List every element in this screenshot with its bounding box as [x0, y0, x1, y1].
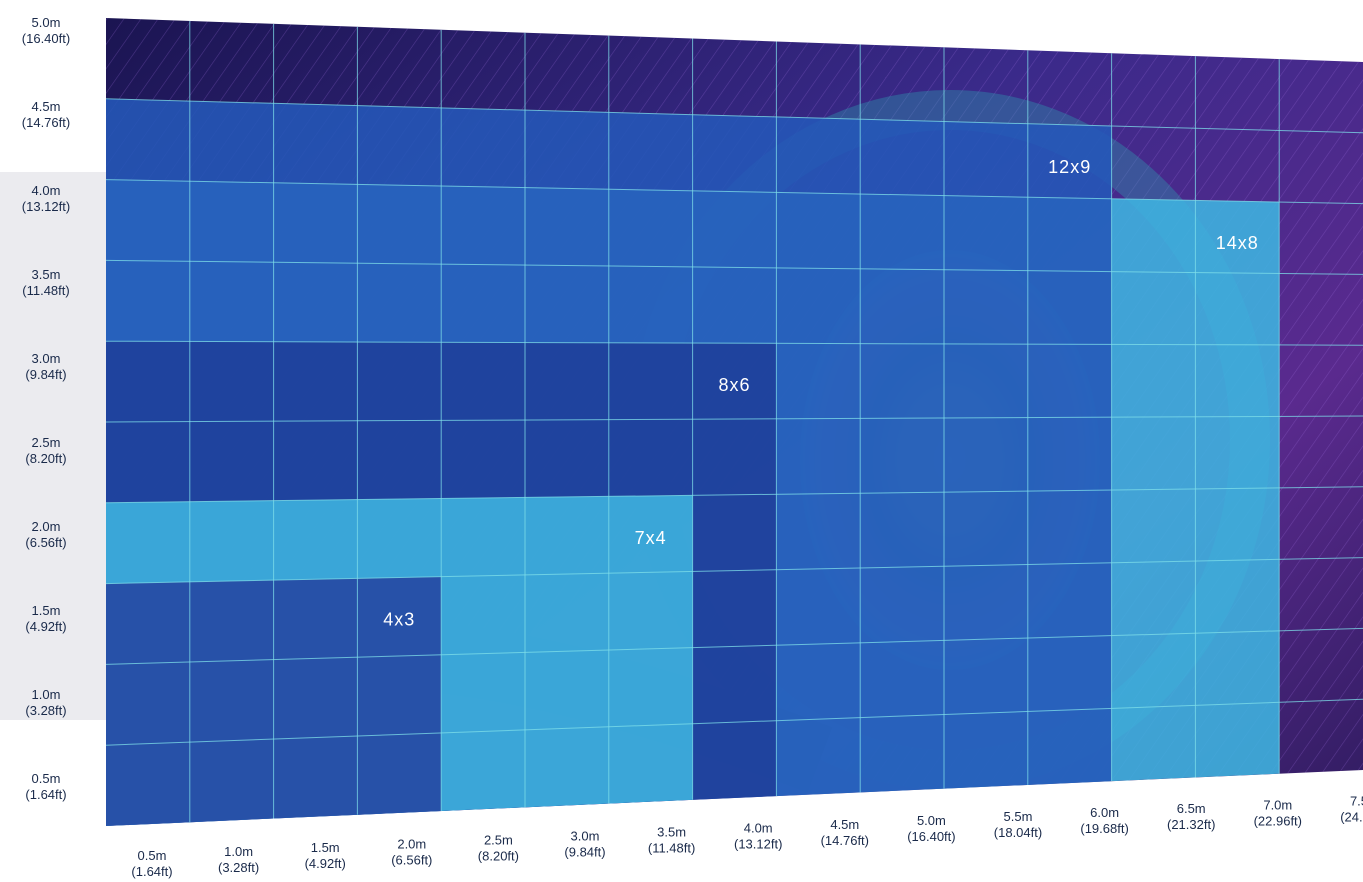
y-axis-label: 4.5m (14.76ft)	[22, 99, 70, 130]
x-axis-label: 5.0m (16.40ft)	[907, 813, 955, 844]
y-axis-label: 5.0m (16.40ft)	[22, 15, 70, 46]
x-axis-label: 1.0m (3.28ft)	[218, 844, 259, 875]
feather-background	[106, 18, 1363, 826]
x-axis-label: 1.5m (4.92ft)	[305, 840, 346, 871]
size-label-12x9: 12x9	[1048, 157, 1091, 177]
grid-line-horizontal	[106, 98, 1363, 134]
y-axis-label: 1.0m (3.28ft)	[25, 687, 66, 718]
label-band	[0, 172, 106, 720]
x-axis-label: 3.5m (11.48ft)	[648, 825, 695, 856]
x-axis-label: 3.0m (9.84ft)	[564, 829, 605, 860]
y-axis-label: 0.5m (1.64ft)	[25, 771, 66, 802]
x-axis-label: 2.5m (8.20ft)	[478, 832, 519, 863]
x-axis-label: 6.0m (19.68ft)	[1080, 805, 1128, 836]
grid-line-horizontal	[106, 486, 1363, 504]
x-axis-label: 4.5m (14.76ft)	[821, 817, 869, 848]
y-axis-label: 3.0m (9.84ft)	[25, 351, 66, 382]
y-axis-label: 3.5m (11.48ft)	[22, 267, 69, 298]
grid-line-horizontal	[106, 340, 1363, 346]
size-label-7x4: 7x4	[635, 528, 667, 548]
x-axis-label: 0.5m (1.64ft)	[131, 848, 172, 879]
x-axis-label: 5.5m (18.04ft)	[994, 809, 1042, 840]
y-axis-label: 2.0m (6.56ft)	[25, 519, 66, 550]
grid-line-horizontal	[106, 259, 1363, 275]
grid-line-horizontal	[106, 698, 1363, 746]
y-axis-label: 2.5m (8.20ft)	[25, 435, 66, 466]
x-axis-label: 4.0m (13.12ft)	[734, 821, 782, 852]
x-axis-label: 7.5m(24.60ft)	[1340, 793, 1363, 824]
grid-line-horizontal	[106, 415, 1363, 423]
x-axis-label: 2.0m (6.56ft)	[391, 836, 432, 867]
grid-line-horizontal	[106, 557, 1363, 585]
size-label-4x3: 4x3	[383, 610, 415, 630]
grid-line-horizontal	[106, 179, 1363, 205]
x-axis-label: 6.5m (21.32ft)	[1167, 801, 1215, 832]
grid-line-horizontal	[106, 627, 1363, 665]
x-axis-label: 7.0m (22.96ft)	[1254, 797, 1302, 828]
y-axis-label: 4.0m (13.12ft)	[22, 183, 70, 214]
size-label-8x6: 8x6	[718, 375, 750, 395]
size-label-14x8: 14x8	[1216, 233, 1259, 253]
y-axis-label: 1.5m (4.92ft)	[25, 603, 66, 634]
